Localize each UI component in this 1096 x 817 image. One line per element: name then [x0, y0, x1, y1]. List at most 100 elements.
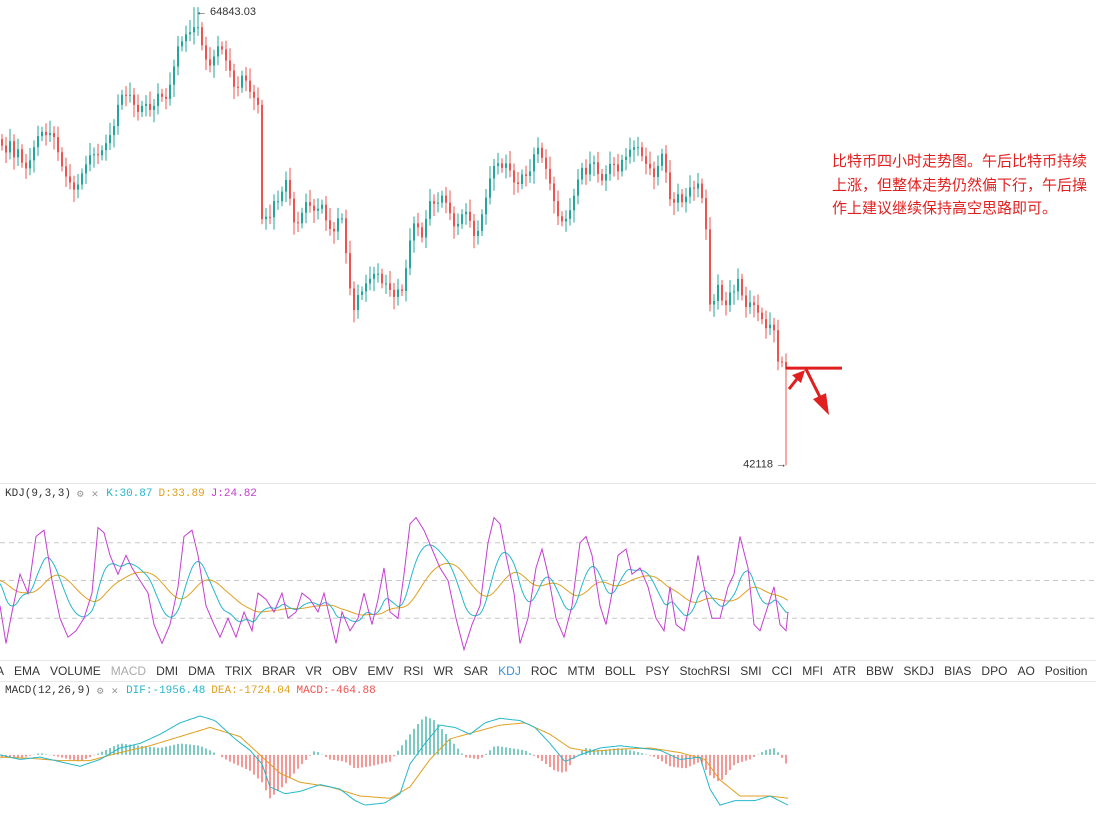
candle	[249, 80, 251, 92]
close-icon[interactable]: ✕	[91, 489, 99, 501]
candle	[61, 152, 63, 167]
candle	[153, 105, 155, 110]
candle	[145, 103, 147, 106]
candle	[765, 319, 767, 329]
tab-wr[interactable]: WR	[433, 664, 454, 678]
gear-icon[interactable]: ⚙	[96, 686, 104, 698]
candle	[281, 191, 283, 202]
close-icon[interactable]: ✕	[111, 686, 119, 698]
candle	[93, 154, 95, 156]
candle	[5, 145, 7, 153]
tab-mtm[interactable]: MTM	[567, 664, 595, 678]
up-arrow-head	[792, 370, 805, 384]
candle	[337, 218, 339, 232]
tab-position[interactable]: Position	[1044, 664, 1088, 678]
candle	[449, 202, 451, 214]
kdj-separator	[0, 483, 1096, 484]
tab-sar[interactable]: SAR	[463, 664, 489, 678]
tab-kdj[interactable]: KDJ	[498, 664, 521, 678]
candle	[665, 153, 667, 173]
candle	[173, 66, 175, 85]
tab-stochrsi[interactable]: StochRSI	[679, 664, 731, 678]
tab-dma[interactable]: DMA	[188, 664, 215, 678]
candle	[149, 103, 151, 110]
macd-dif-line	[0, 715, 789, 806]
candle	[113, 126, 115, 136]
down-arrow-shaft	[804, 368, 822, 398]
candle	[253, 91, 255, 98]
tab-mfi[interactable]: MFI	[802, 664, 823, 678]
candle	[641, 147, 643, 157]
candle	[229, 60, 231, 71]
candle	[165, 96, 167, 99]
candle	[41, 131, 43, 137]
kdj-j-line	[0, 516, 789, 652]
candle	[505, 163, 507, 168]
candle	[545, 157, 547, 169]
candle	[585, 167, 587, 175]
candle	[601, 173, 603, 181]
tab-obv[interactable]: OBV	[332, 664, 358, 678]
candle	[365, 283, 367, 292]
tab-trix[interactable]: TRIX	[224, 664, 253, 678]
tab-rsi[interactable]: RSI	[403, 664, 424, 678]
candle	[481, 214, 483, 231]
tab-atr[interactable]: ATR	[832, 664, 857, 678]
tab-emv[interactable]: EMV	[367, 664, 394, 678]
candle	[501, 163, 503, 168]
candle	[333, 228, 335, 232]
candle	[209, 59, 211, 66]
candle	[313, 205, 315, 211]
candle	[257, 97, 259, 105]
tab-bias[interactable]: BIAS	[944, 664, 972, 678]
candle	[549, 168, 551, 184]
candle	[605, 173, 607, 181]
candle	[277, 201, 279, 203]
kdj-d-value: D:33.89	[158, 488, 205, 500]
tab-volume[interactable]: VOLUME	[50, 664, 101, 678]
tab-brar[interactable]: BRAR	[262, 664, 296, 678]
candle	[773, 324, 775, 331]
candle	[429, 201, 431, 219]
tab-vr[interactable]: VR	[305, 664, 323, 678]
tab-macd[interactable]: MACD	[110, 664, 147, 678]
tab-ao[interactable]: AO	[1017, 664, 1035, 678]
candle	[141, 105, 143, 112]
tab-psy[interactable]: PSY	[645, 664, 670, 678]
candle	[669, 172, 671, 200]
candle	[65, 166, 67, 177]
candle	[69, 176, 71, 183]
candle	[653, 168, 655, 177]
candle	[25, 162, 27, 169]
tab-fundflow[interactable]: Fundflow	[1092, 664, 1096, 678]
macd-dif-value: DIF:-1956.48	[126, 685, 206, 697]
tab-dmi[interactable]: DMI	[156, 664, 179, 678]
candle	[225, 49, 227, 61]
candle	[685, 196, 687, 203]
candle	[85, 164, 87, 174]
tab-a[interactable]: A	[0, 664, 9, 678]
candle	[77, 184, 79, 190]
gear-icon[interactable]: ⚙	[77, 489, 84, 501]
candle	[73, 182, 75, 190]
candle	[157, 93, 159, 106]
tab-ema[interactable]: EMA	[14, 664, 41, 678]
candle	[513, 170, 515, 183]
candle	[137, 104, 139, 112]
tab-smi[interactable]: SMI	[740, 664, 762, 678]
tab-skdj[interactable]: SKDJ	[903, 664, 935, 678]
candle	[645, 156, 647, 164]
candle	[21, 149, 23, 163]
candle	[45, 131, 47, 136]
tab-bbw[interactable]: BBW	[866, 664, 894, 678]
tab-cci[interactable]: CCI	[771, 664, 793, 678]
candle	[17, 149, 19, 158]
tab-roc[interactable]: ROC	[530, 664, 558, 678]
candle	[293, 198, 295, 223]
tab-dpo[interactable]: DPO	[981, 664, 1008, 678]
candle	[105, 143, 107, 151]
candle	[97, 154, 99, 156]
tab-boll[interactable]: BOLL	[604, 664, 636, 678]
candle	[409, 240, 411, 269]
